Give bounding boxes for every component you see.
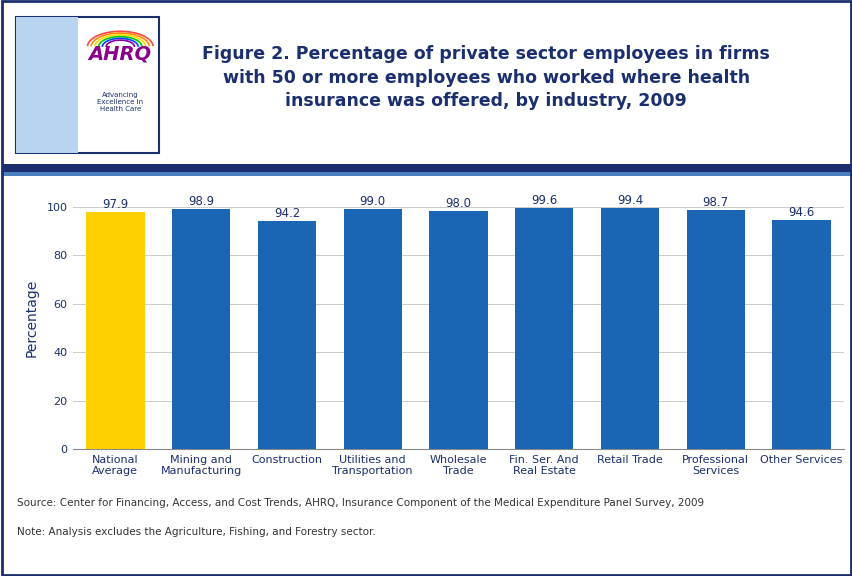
Text: Source: Center for Financing, Access, and Cost Trends, AHRQ, Insurance Component: Source: Center for Financing, Access, an…: [17, 498, 704, 508]
Bar: [343, 209, 401, 449]
Text: 98.7: 98.7: [702, 196, 728, 209]
Text: 97.9: 97.9: [102, 198, 129, 211]
Bar: [86, 212, 144, 449]
FancyBboxPatch shape: [15, 17, 158, 153]
Bar: [172, 209, 230, 449]
Bar: [429, 211, 487, 449]
Bar: [686, 210, 744, 449]
Text: 98.9: 98.9: [188, 195, 214, 209]
Text: Note: Analysis excludes the Agriculture, Fishing, and Forestry sector.: Note: Analysis excludes the Agriculture,…: [17, 527, 376, 537]
Bar: [515, 207, 573, 449]
Text: 99.4: 99.4: [616, 194, 642, 207]
Text: 99.6: 99.6: [531, 194, 556, 207]
Text: AHRQ: AHRQ: [89, 44, 152, 63]
FancyBboxPatch shape: [15, 17, 78, 153]
Bar: [600, 208, 659, 449]
Y-axis label: Percentage: Percentage: [25, 279, 38, 357]
Bar: [257, 221, 316, 449]
Bar: [772, 219, 830, 449]
Text: 98.0: 98.0: [445, 198, 471, 210]
Text: Advancing
Excellence in
Health Care: Advancing Excellence in Health Care: [97, 92, 143, 112]
Text: Figure 2. Percentage of private sector employees in firms
with 50 or more employ: Figure 2. Percentage of private sector e…: [202, 45, 769, 111]
Text: 99.0: 99.0: [360, 195, 385, 208]
Text: 94.6: 94.6: [787, 206, 814, 219]
Text: 94.2: 94.2: [273, 207, 300, 219]
